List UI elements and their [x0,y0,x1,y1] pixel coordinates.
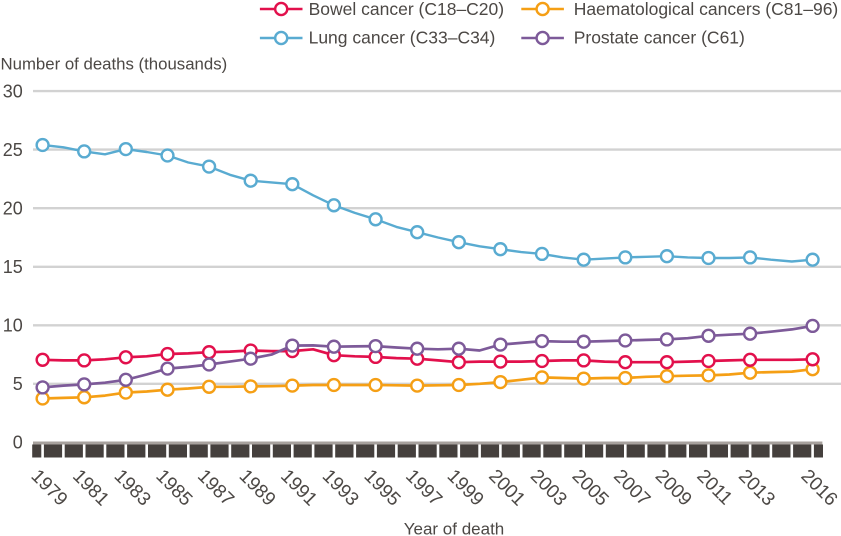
svg-text:Haematological cancers (C81–96: Haematological cancers (C81–96) [574,0,839,19]
svg-text:25: 25 [3,140,23,160]
svg-text:5: 5 [13,374,23,394]
svg-text:Bowel cancer (C18–C20): Bowel cancer (C18–C20) [309,0,505,19]
svg-text:10: 10 [3,316,23,336]
svg-text:Prostate cancer (C61): Prostate cancer (C61) [574,28,745,48]
svg-text:0: 0 [13,433,23,453]
svg-text:15: 15 [3,257,23,277]
svg-text:Number of deaths (thousands): Number of deaths (thousands) [1,55,228,74]
svg-text:20: 20 [3,198,23,218]
svg-text:30: 30 [3,81,23,101]
svg-text:Year of death: Year of death [404,520,505,536]
svg-text:Lung cancer (C33–C34): Lung cancer (C33–C34) [309,28,496,48]
